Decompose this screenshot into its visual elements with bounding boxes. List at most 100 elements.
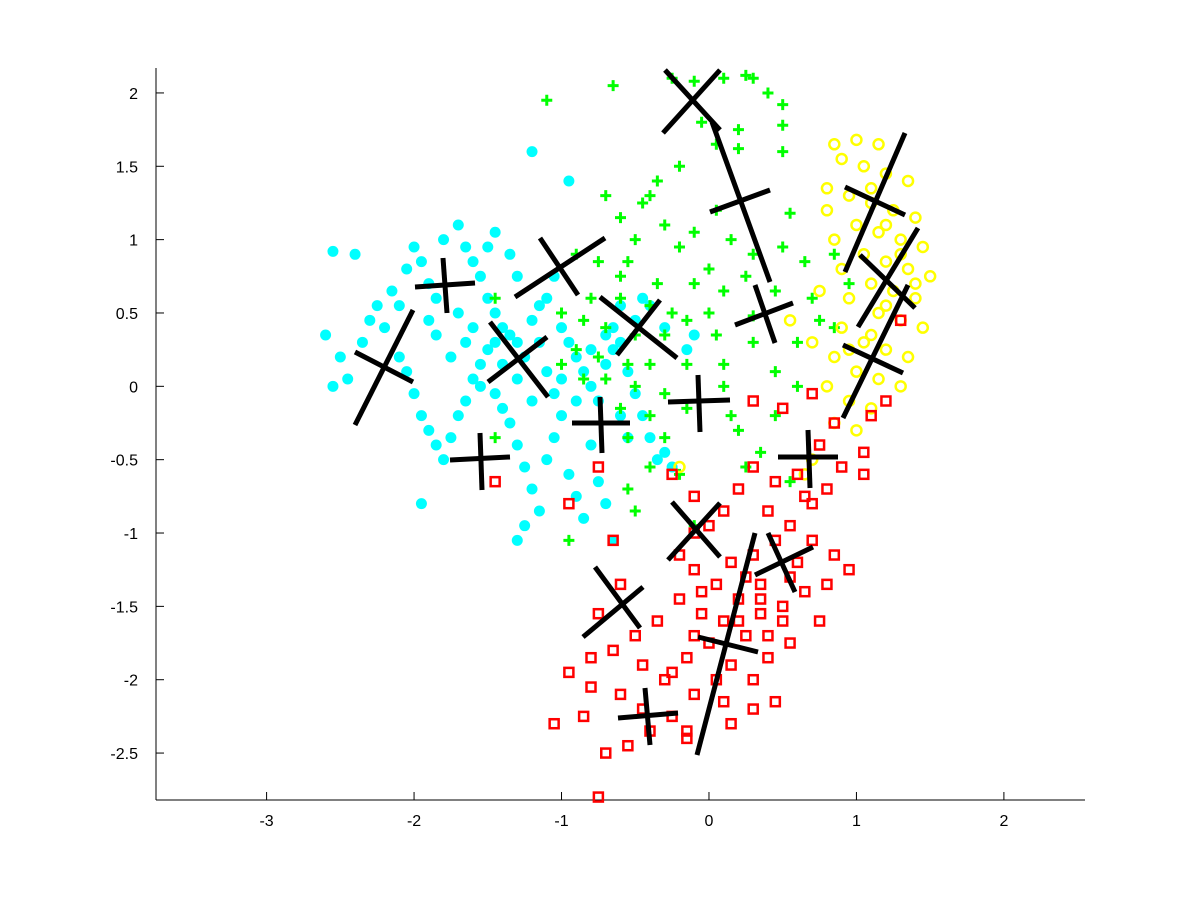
red-point (799, 490, 811, 503)
green-point (600, 322, 612, 334)
cyan-point (460, 395, 472, 407)
cyan-point (541, 292, 553, 304)
yellow-point (901, 350, 915, 364)
green-point (784, 207, 796, 219)
cyan-point (415, 410, 427, 422)
cyan-point (563, 175, 575, 187)
red-point (791, 468, 804, 481)
red-point (762, 505, 774, 517)
green-point (659, 432, 671, 444)
red-point (681, 732, 693, 745)
red-point (629, 629, 641, 642)
green-point (637, 197, 649, 209)
green-point (585, 292, 597, 304)
principal-axis-segment (765, 531, 798, 594)
cyan-point (526, 395, 538, 407)
cyan-point (423, 314, 435, 326)
cyan-point (563, 468, 575, 480)
green-point (659, 219, 671, 231)
red-point (769, 475, 782, 488)
yellow-point (916, 321, 930, 334)
y-tick-label: -2.5 (110, 746, 138, 763)
cyan-point (393, 351, 405, 363)
yellow-point (850, 133, 863, 147)
yellow-point (857, 160, 871, 173)
green-point (607, 80, 619, 92)
yellow-point (901, 262, 915, 276)
red-point (813, 439, 826, 451)
cyan-point (607, 322, 619, 334)
red-point (843, 563, 855, 576)
cyan-point (452, 307, 464, 319)
yellow-point (828, 350, 841, 364)
yellow-point (857, 336, 871, 349)
cyan-point (526, 314, 538, 326)
red-point (776, 615, 789, 627)
cyan-point (511, 439, 523, 451)
green-point (799, 256, 811, 268)
y-tick-label: -1.5 (110, 599, 138, 616)
red-point (585, 651, 597, 664)
green-point (718, 285, 730, 297)
yellow-point (835, 152, 848, 166)
cyan-point (474, 270, 486, 282)
cyan-point (651, 454, 663, 466)
principal-axis-segment (695, 374, 703, 433)
green-point (578, 373, 590, 385)
cyan-point (519, 461, 531, 473)
green-point (681, 314, 693, 326)
principal-axis-segment (581, 585, 645, 639)
cyan-point (600, 498, 612, 510)
y-tick-label: 1 (129, 233, 138, 250)
x-tick-label: 0 (705, 813, 714, 830)
yellow-point (872, 138, 885, 151)
cyan-point (578, 366, 590, 378)
cyan-point (489, 336, 501, 348)
cyan-point (474, 380, 486, 392)
red-point (828, 549, 841, 561)
green-point (489, 432, 501, 444)
red-point (666, 468, 678, 481)
cyan-point (489, 226, 501, 238)
yellow-point (835, 321, 848, 334)
red-point (799, 585, 811, 598)
x-tick-label: 1 (852, 813, 861, 830)
cyan-point (659, 446, 671, 458)
green-point (615, 270, 626, 282)
green-point (681, 402, 693, 414)
cyan-point (600, 358, 612, 370)
green-point (732, 143, 744, 155)
yellow-point (820, 182, 834, 195)
red-point (762, 629, 774, 642)
red-point (828, 417, 841, 429)
green-point (806, 292, 818, 304)
cyan-point (585, 344, 597, 356)
cyan-point (445, 432, 457, 444)
green-point (703, 307, 715, 319)
cyan-point (615, 410, 626, 422)
green-point (703, 263, 715, 275)
green-point (615, 292, 626, 304)
green-point (747, 72, 759, 84)
yellow-point (879, 255, 893, 268)
green-point (740, 69, 752, 81)
green-point (681, 358, 693, 370)
cyan-point (556, 410, 568, 422)
green-point (769, 410, 781, 422)
red-point (776, 402, 789, 415)
red-point (784, 637, 796, 649)
green-point (600, 373, 612, 385)
cyan-point (607, 534, 619, 546)
green-point (570, 344, 582, 356)
cyan-point (622, 366, 634, 378)
red-point (806, 534, 818, 547)
green-point (718, 358, 730, 370)
green-point (828, 248, 840, 260)
green-point (696, 116, 708, 128)
cyan-point (467, 373, 479, 385)
red-point (585, 681, 597, 693)
red-point (614, 578, 627, 591)
principal-axis-segment (663, 68, 722, 132)
red-point (754, 607, 767, 620)
green-point (659, 388, 671, 400)
